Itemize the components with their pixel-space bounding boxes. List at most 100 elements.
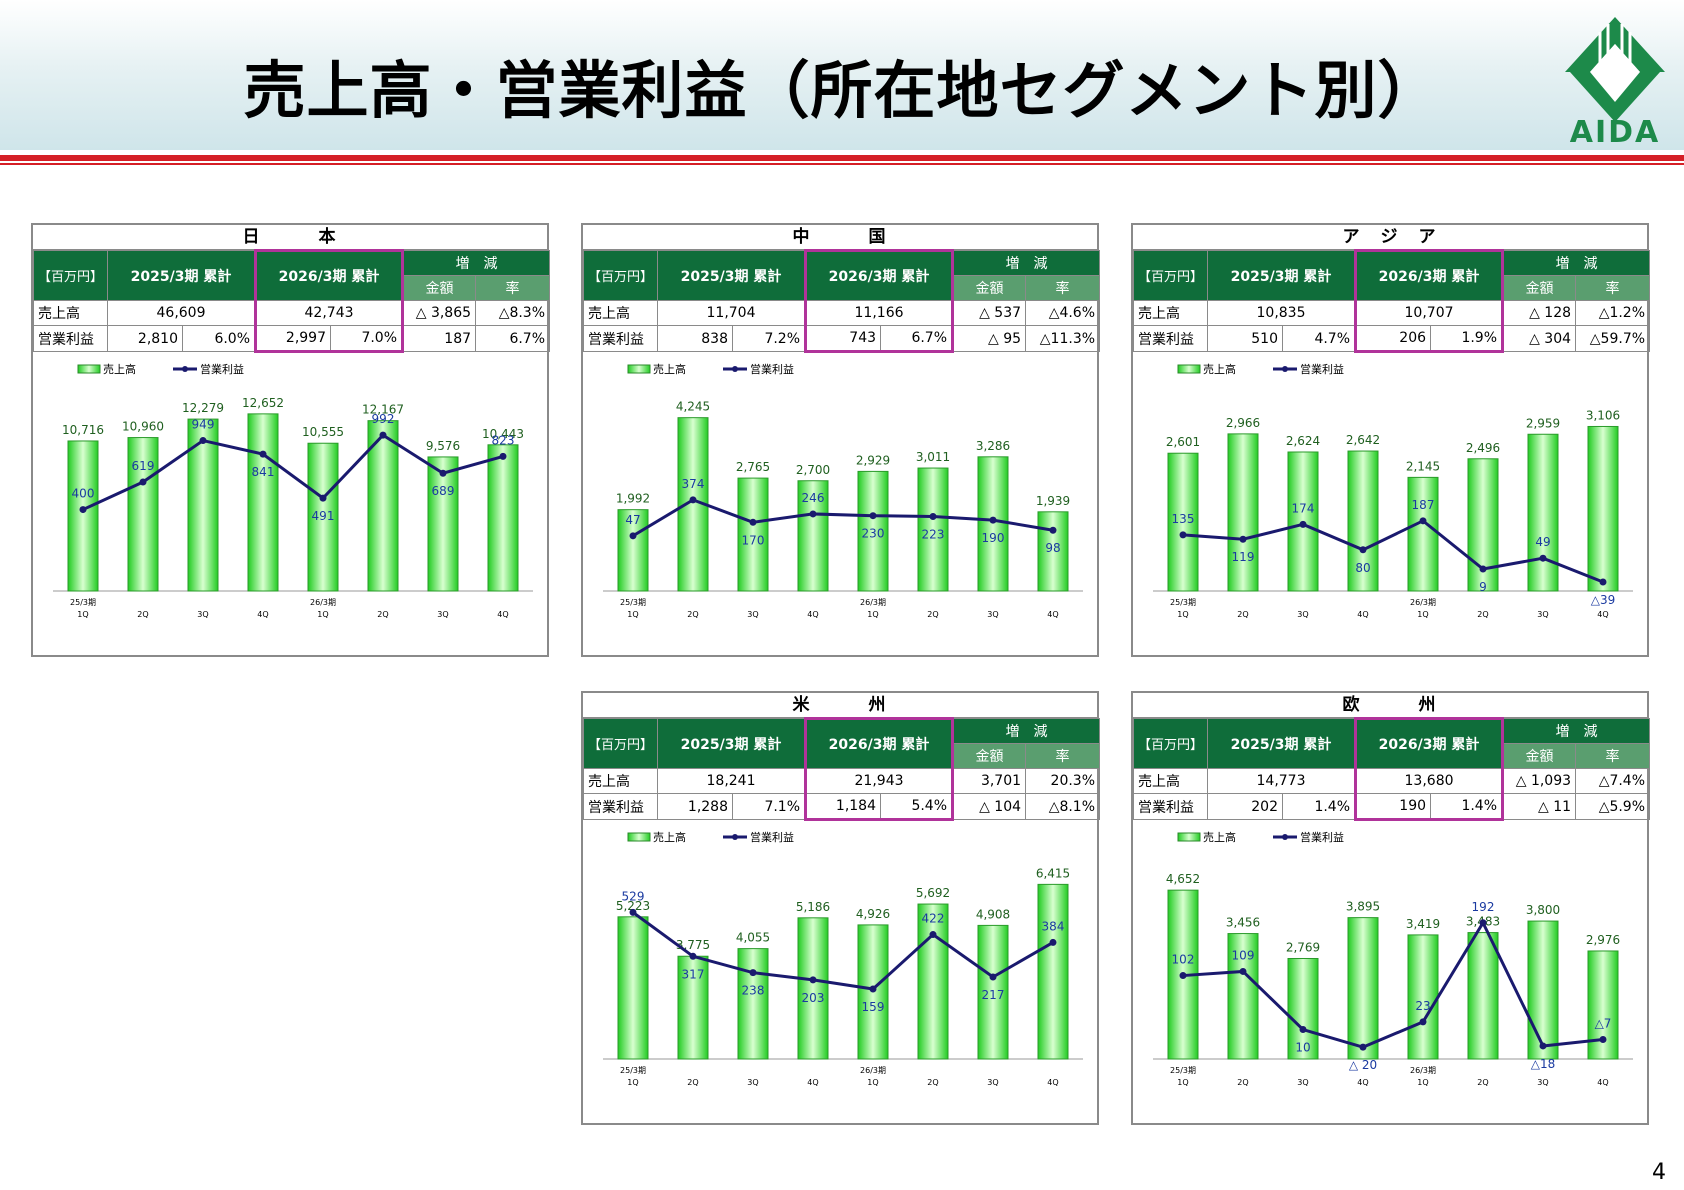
op-prev: 510 [1207,325,1283,352]
x-tick-label-quarter: 4Q [497,610,508,619]
sales-prev: 14,773 [1206,768,1357,794]
op-income-point [319,494,327,502]
x-tick-label-quarter: 1Q [317,610,328,619]
sales-bar-label: 2,496 [1466,441,1500,455]
x-tick-label-quarter: 2Q [1477,1078,1488,1087]
sales-bar [797,480,829,592]
x-tick-label-quarter: 2Q [927,1078,938,1087]
chart-legend: 売上高 営業利益 [1177,830,1344,844]
op-curr-margin: 1.9% [1430,325,1505,353]
sales-bar-label: 3,286 [976,439,1010,453]
op-income-point [1419,1018,1427,1026]
sales-row: 売上高 46,609 42,743 △ 3,865 △8.3% [33,300,551,326]
segment-table: 【百万円】 2025/3期 累計 2026/3期 累計 増 減 金額 率 売上高… [583,717,1101,821]
op-diff: 187 [402,325,477,352]
op-rate: 6.7% [475,325,551,352]
op-curr: 190 [1354,793,1432,821]
sales-bar-label: 10,716 [62,423,104,437]
sales-rate: △4.6% [1025,300,1101,326]
op-prev: 202 [1207,793,1283,820]
op-income-point [989,516,997,524]
sales-diff: 3,701 [952,768,1027,794]
sales-bar [617,509,649,592]
segment-title: 欧 州 [1133,693,1647,718]
op-income-point [1239,967,1247,975]
op-income-line [82,433,504,511]
sales-label: 売上高 [583,300,658,326]
op-prev: 838 [657,325,733,352]
curr-period-header: 2026/3期 累計 [1354,717,1505,769]
op-income-label: 192 [1472,900,1495,914]
x-tick-label-quarter: 1Q [627,610,638,619]
sales-row: 売上高 18,241 21,943 3,701 20.3% [583,768,1101,794]
sales-bar-label: 2,700 [796,463,830,477]
op-income-point [379,431,387,439]
x-tick-label-quarter: 1Q [1417,1078,1428,1087]
sales-rate: △8.3% [475,300,551,326]
sales-bar [677,955,709,1060]
op-income-label: 230 [862,527,885,541]
legend-label-op-income: 営業利益 [750,362,794,376]
sales-bar-label: 1,939 [1036,494,1070,508]
unit-header: 【百万円】 [583,250,658,301]
legend-label-op-income: 営業利益 [200,362,244,376]
sales-bar [1037,883,1069,1060]
op-income-label: 23 [1415,999,1430,1013]
sales-curr: 13,680 [1354,768,1505,794]
op-income-label: △7 [1595,1017,1612,1031]
segment-chart: 売上高 営業利益 5,223 25/3期 1Q 3,775 2Q 4,055 3Q 5,186 4Q… [603,830,1083,1087]
op-income-row: 営業利益 202 1.4% 190 1.4% △ 11 △5.9% [1133,793,1651,821]
op-income-point [989,973,997,981]
op-income-point [259,450,267,458]
x-tick-label-period: 26/3期 [860,1066,886,1075]
op-income-point [809,976,817,984]
op-income-label: 170 [742,533,765,547]
sales-bar [1347,917,1379,1060]
op-income-label: 174 [1292,501,1315,515]
segment-panel-europe: 欧 州 【百万円】 2025/3期 累計 2026/3期 累計 増 減 金額 率… [1131,691,1651,1125]
sales-bar [617,916,649,1060]
op-income-label: 102 [1172,953,1195,967]
change-header: 増 減 [402,250,551,276]
op-income-label: 422 [922,912,945,926]
x-tick-label-quarter: 3Q [437,610,448,619]
op-income-label: 203 [802,991,825,1005]
rate-header: 率 [1575,743,1651,769]
sales-bar [977,456,1009,592]
sales-diff: △ 128 [1502,300,1577,326]
curr-period-header: 2026/3期 累計 [804,249,955,301]
legend-label-op-income: 営業利益 [750,830,794,844]
legend-label-op-income: 営業利益 [1300,362,1344,376]
x-tick-label-period: 26/3期 [1410,598,1436,607]
sales-row: 売上高 10,835 10,707 △ 128 △1.2% [1133,300,1651,326]
x-tick-label-period: 26/3期 [1410,1066,1436,1075]
op-income-label: 400 [72,487,95,501]
sales-bar [797,917,829,1060]
x-tick-label-quarter: 4Q [1047,1078,1058,1087]
unit-header: 【百万円】 [583,718,658,769]
segment-panel-americas: 米 州 【百万円】 2025/3期 累計 2026/3期 累計 増 減 金額 率… [581,691,1101,1125]
sales-bar-label: 2,929 [856,453,890,467]
op-income-point [629,532,637,540]
op-income-label: △39 [1591,593,1616,607]
legend-label-sales: 売上高 [653,830,686,844]
legend-label-op-income: 営業利益 [1300,830,1344,844]
sales-bar [977,924,1009,1060]
op-income-label: 営業利益 [583,793,658,820]
x-tick-label-quarter: 4Q [257,610,268,619]
page-number: 4 [1652,1160,1666,1185]
x-tick-label-quarter: 4Q [1597,610,1608,619]
segment-title: ア ジ ア [1133,225,1647,250]
op-income-line [1182,919,1604,1049]
op-income-row: 営業利益 1,288 7.1% 1,184 5.4% △ 104 △8.1% [583,793,1101,821]
op-income-label: 529 [622,889,645,903]
logo-text: AIDA [1569,115,1661,150]
legend-swatch-sales [77,364,101,374]
sales-bar-label: 10,960 [122,420,164,434]
op-prev: 1,288 [657,793,733,820]
op-income-line [632,911,1054,991]
x-tick-label-quarter: 3Q [747,610,758,619]
segment-panel-asia: ア ジ ア 【百万円】 2025/3期 累計 2026/3期 累計 増 減 金額… [1131,223,1651,657]
sales-bar-label: 2,601 [1166,435,1200,449]
title-rule-thin [0,163,1684,165]
